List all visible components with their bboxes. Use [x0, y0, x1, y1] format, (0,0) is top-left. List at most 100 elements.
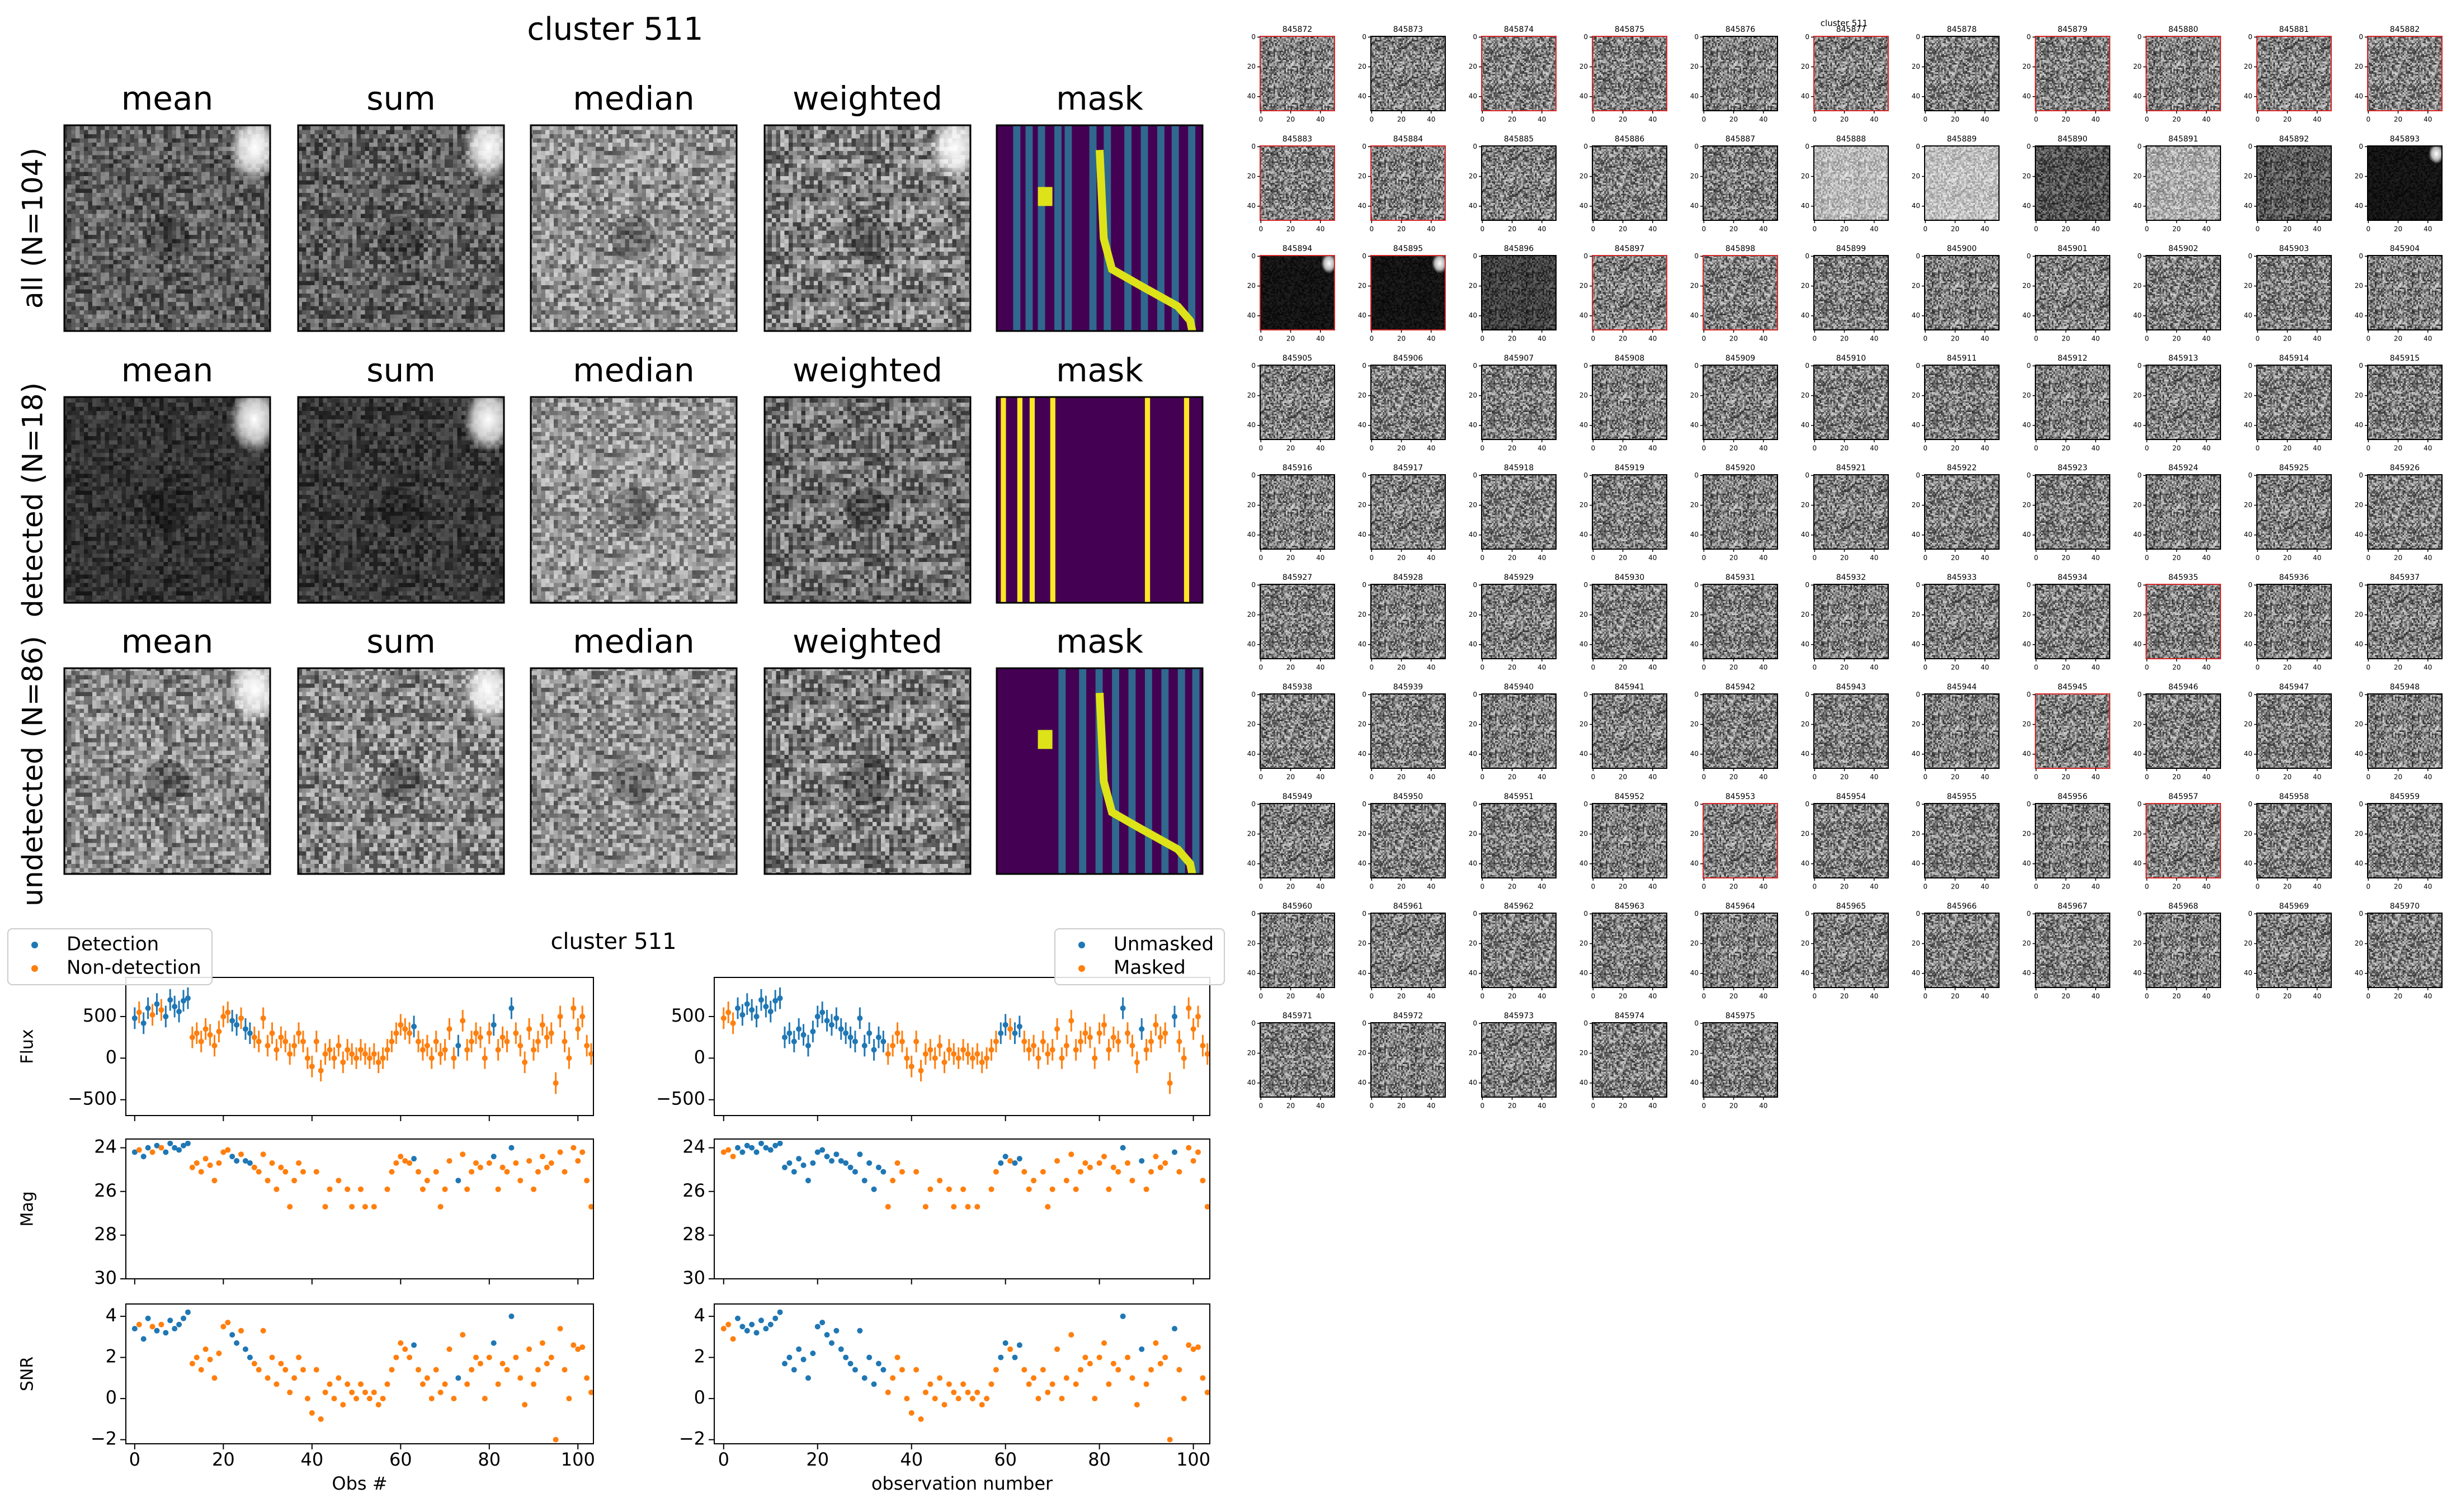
point: [469, 1367, 475, 1373]
image-title: cluster 511: [527, 11, 703, 48]
thumb-tick-label: 20: [2172, 664, 2181, 672]
thumb-tick-label: 20: [2062, 883, 2070, 891]
thumb-tick-label: 0: [1583, 691, 1588, 698]
thumb-tick-label: 20: [2394, 225, 2402, 233]
point: [843, 1030, 849, 1036]
thumb-tick-label: 40: [2133, 311, 2142, 319]
point: [437, 1390, 444, 1396]
point: [513, 1030, 519, 1036]
thumb-label: 845917: [1393, 464, 1423, 472]
thumbnail: [1260, 913, 1335, 987]
thumb-tick-label: 0: [1259, 116, 1263, 124]
thumb-tick-label: 20: [2355, 830, 2363, 838]
point: [265, 1375, 271, 1381]
point: [588, 1390, 595, 1396]
point: [734, 1315, 741, 1321]
point: [163, 1149, 169, 1155]
point: [384, 1047, 390, 1053]
point: [1040, 1169, 1046, 1175]
thumb-tick-label: 0: [1481, 993, 1485, 1000]
point: [918, 1067, 924, 1074]
point: [238, 1151, 244, 1157]
point: [758, 1317, 764, 1324]
thumb-tick-label: 0: [2026, 581, 2031, 589]
point: [318, 1416, 324, 1422]
point: [265, 1178, 271, 1184]
thumb-tick-label: 20: [1247, 611, 1256, 618]
row-label: detected (N=18): [17, 382, 49, 617]
point: [508, 1145, 515, 1151]
thumb-frame: [2035, 145, 2110, 221]
thumb-tick-label: 40: [1358, 311, 1366, 319]
image-frame: [996, 124, 1204, 332]
point: [571, 1342, 577, 1348]
thumb-tick-label: 40: [1759, 116, 1767, 124]
point: [838, 1026, 844, 1032]
thumb-label: 845903: [2279, 244, 2309, 253]
point: [282, 1169, 289, 1175]
point: [894, 1030, 901, 1036]
image-frame: [763, 124, 972, 332]
thumb-label: 845933: [1947, 573, 1977, 582]
image-frame: [530, 124, 738, 332]
thumb-tick-label: 0: [1481, 445, 1485, 452]
thumbnail: [1371, 694, 1445, 768]
thumbnail: [1260, 694, 1335, 768]
thumb-tick-label: 20: [2355, 391, 2363, 399]
point: [767, 1147, 774, 1153]
point: [455, 1178, 461, 1184]
thumb-label: 845954: [1836, 792, 1866, 801]
point: [875, 1164, 881, 1170]
thumb-tick-label: 40: [1690, 859, 1699, 867]
point: [544, 1034, 550, 1041]
thumb-tick-label: 20: [2283, 993, 2292, 1000]
thumb-tick-label: 20: [1358, 720, 1366, 728]
point: [260, 1151, 266, 1157]
thumb-tick-label: 40: [1759, 225, 1767, 233]
point: [1120, 1313, 1126, 1320]
thumb-tick-label: 40: [1912, 92, 1920, 100]
thumb-label: 845959: [2390, 792, 2420, 801]
point: [1073, 1047, 1079, 1053]
point: [375, 1059, 381, 1065]
thumb-tick-label: 20: [1840, 993, 1849, 1000]
point: [225, 1320, 231, 1326]
thumb-label: 845947: [2279, 683, 2309, 692]
thumb-tick-label: 20: [1358, 939, 1366, 947]
thumbnail: [2368, 694, 2442, 768]
thumb-label: 845964: [1725, 902, 1756, 911]
point: [198, 1367, 204, 1373]
point: [1153, 1154, 1159, 1160]
thumbnail: [1703, 804, 1778, 878]
thumb-tick-label: 40: [1912, 640, 1920, 648]
point: [473, 1030, 479, 1036]
point: [951, 1051, 957, 1057]
thumb-tick-label: 20: [1286, 664, 1295, 672]
thumb-tick-label: 0: [1473, 691, 1477, 698]
thumb-tick-label: 20: [2133, 282, 2142, 290]
thumb-tick-label: 0: [1591, 664, 1596, 672]
thumb-tick-label: 40: [1427, 1102, 1435, 1110]
point: [861, 1375, 868, 1381]
point: [1143, 1186, 1149, 1192]
thumb-label: 845932: [1836, 573, 1866, 582]
mask-stripe: [1144, 668, 1152, 874]
thumb-label: 845913: [2168, 354, 2198, 363]
bright-source: [930, 114, 980, 181]
thumb-tick-label: 20: [2062, 554, 2070, 562]
point: [979, 1059, 985, 1065]
thumb-tick-label: 40: [1648, 1102, 1657, 1110]
point: [1068, 1018, 1074, 1024]
point: [304, 1055, 310, 1061]
point: [730, 1020, 736, 1026]
bright-source: [229, 386, 280, 453]
thumb-label: 845892: [2279, 135, 2309, 144]
point: [419, 1186, 426, 1192]
thumb-tick-label: 20: [2022, 282, 2031, 290]
point: [181, 998, 187, 1004]
point: [172, 1145, 178, 1151]
thumb-label: 845941: [1615, 683, 1644, 692]
point: [1176, 1367, 1182, 1373]
thumb-tick-label: 0: [1591, 225, 1596, 233]
point: [398, 1022, 404, 1028]
